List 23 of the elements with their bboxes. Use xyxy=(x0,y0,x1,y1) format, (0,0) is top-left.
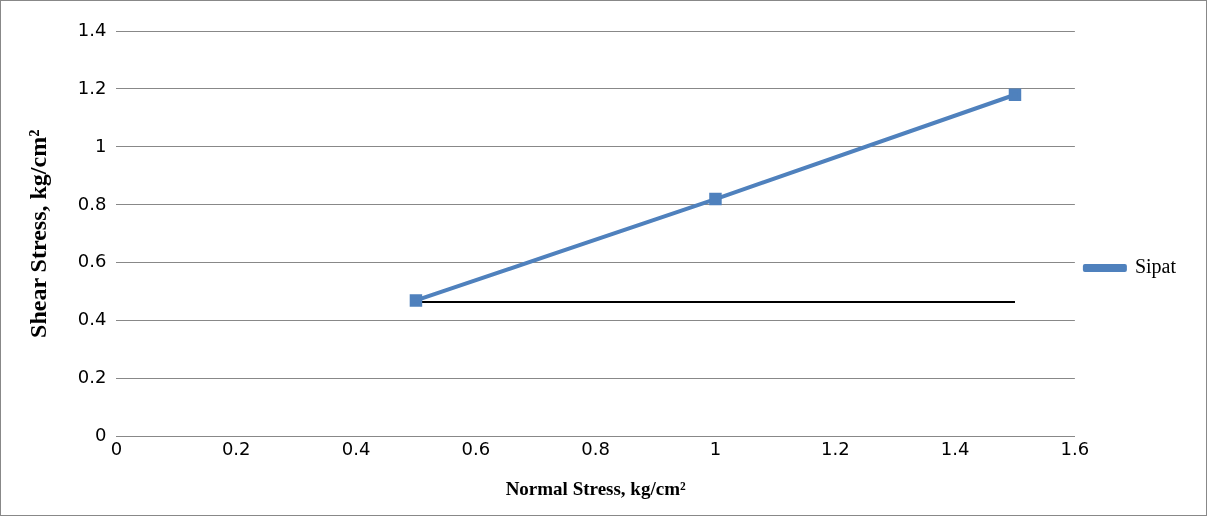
x-tick-label: 0 xyxy=(110,438,123,460)
point xyxy=(1008,88,1022,101)
y-tick-label: 0 xyxy=(94,424,107,446)
x-tick-label: 0.8 xyxy=(581,438,610,460)
y-tick-label: 0.2 xyxy=(77,366,107,388)
y-tick-label: 0.6 xyxy=(77,250,107,272)
y-tick-label: 1.4 xyxy=(77,18,107,40)
y-axis-title: Shear Stress, kg/cm² xyxy=(24,129,51,338)
y-tick-label: 0.8 xyxy=(77,192,107,214)
x-tick-label: 1 xyxy=(709,438,722,460)
x-tick-label: 0.2 xyxy=(221,438,251,460)
x-tick-label: 1.2 xyxy=(820,438,850,460)
x-tick-label: 1.4 xyxy=(940,438,970,460)
point xyxy=(409,294,423,307)
y-tick-label: 1.2 xyxy=(77,76,107,98)
x-tick-label: 0.4 xyxy=(341,438,371,460)
y-tick-label: 1 xyxy=(94,134,107,156)
point xyxy=(709,192,722,206)
y-tick-label: 0.4 xyxy=(77,308,107,330)
x-tick-label: 0.6 xyxy=(461,438,491,460)
x-tick-label: 1.6 xyxy=(1060,438,1090,460)
legend-label: Sipat xyxy=(1134,255,1177,279)
x-axis-title: Normal Stress, kg/cm² xyxy=(505,477,686,499)
